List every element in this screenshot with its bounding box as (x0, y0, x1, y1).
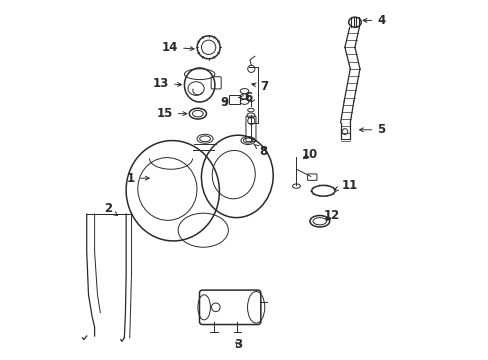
Text: 12: 12 (323, 210, 339, 222)
Text: 8: 8 (253, 144, 266, 158)
Text: 1: 1 (127, 172, 149, 185)
Text: 13: 13 (153, 77, 181, 90)
Text: 14: 14 (162, 41, 194, 54)
Text: 4: 4 (363, 14, 385, 27)
Text: 11: 11 (334, 179, 357, 192)
Text: 10: 10 (301, 148, 318, 161)
Text: 9: 9 (220, 96, 228, 109)
Text: 7: 7 (251, 80, 268, 93)
Text: 3: 3 (233, 338, 242, 351)
Text: 2: 2 (103, 202, 117, 216)
Text: 6: 6 (238, 91, 252, 104)
Text: 15: 15 (156, 107, 186, 120)
Text: 5: 5 (359, 123, 385, 136)
